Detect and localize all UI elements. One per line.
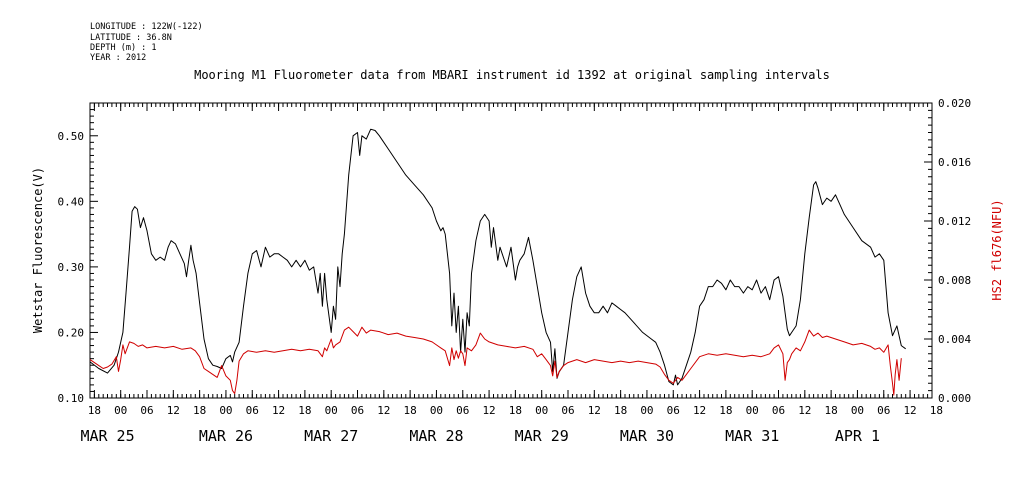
x-tick-label: 06	[877, 404, 890, 417]
x-tick-label: 18	[298, 404, 311, 417]
x-date-label: MAR 26	[199, 427, 253, 445]
y2-tick-label: 0.020	[938, 97, 971, 110]
x-tick-label: 18	[509, 404, 522, 417]
y-tick-label: 0.50	[58, 130, 85, 143]
x-tick-label: 00	[430, 404, 443, 417]
y-tick-label: 0.40	[58, 195, 85, 208]
y-tick-label: 0.20	[58, 326, 85, 339]
x-tick-label: 18	[404, 404, 417, 417]
x-tick-label: 12	[588, 404, 601, 417]
y2-tick-label: 0.008	[938, 274, 971, 287]
series-line-hs2-fl676	[89, 326, 902, 396]
y-tick-label: 0.10	[58, 392, 85, 405]
y2-tick-label: 0.016	[938, 156, 971, 169]
x-tick-label: 06	[667, 404, 680, 417]
x-axis-ticks: 18 00 06 12 18 00 06 12 18 00 06 12 18 00 06 12 18 00 06 12…	[80, 103, 943, 445]
x-tick-label: 12	[798, 404, 811, 417]
y-axis-ticks: 0.10 0.20 0.30 0.40 0.50	[58, 102, 98, 405]
x-tick-label: 18	[719, 404, 732, 417]
y2-axis-label: HS2 fl676(NFU)	[990, 199, 1004, 300]
header-latitude: LATITUDE : 36.8N	[90, 33, 172, 43]
x-date-label: MAR 25	[80, 427, 134, 445]
header-year: YEAR : 2012	[90, 53, 146, 63]
x-tick-label: 12	[377, 404, 390, 417]
x-tick-label: 00	[746, 404, 759, 417]
x-tick-label: 06	[246, 404, 259, 417]
x-tick-label: 06	[561, 404, 574, 417]
y-tick-label: 0.30	[58, 261, 85, 274]
y2-tick-label: 0.004	[938, 333, 971, 346]
x-tick-label: 06	[351, 404, 364, 417]
header-depth: DEPTH (m) : 1	[90, 43, 157, 53]
header-longitude: LONGITUDE : 122W(-122)	[90, 22, 203, 32]
x-tick-label: 00	[219, 404, 232, 417]
y2-tick-label: 0.012	[938, 215, 971, 228]
series-group	[89, 128, 906, 396]
x-date-label: MAR 29	[515, 427, 569, 445]
x-tick-label: 00	[114, 404, 127, 417]
x-tick-label: 12	[903, 404, 916, 417]
x-tick-label: 18	[193, 404, 206, 417]
x-tick-label: 18	[88, 404, 101, 417]
series-line-wetstar	[89, 128, 906, 386]
x-date-label: MAR 28	[409, 427, 463, 445]
x-tick-label: 06	[140, 404, 153, 417]
x-tick-label: 00	[535, 404, 548, 417]
x-tick-label: 06	[456, 404, 469, 417]
x-tick-label: 12	[167, 404, 180, 417]
chart-title: Mooring M1 Fluorometer data from MBARI i…	[194, 68, 830, 82]
x-date-label: MAR 30	[620, 427, 674, 445]
x-date-label: MAR 31	[725, 427, 779, 445]
x-tick-label: 12	[482, 404, 495, 417]
x-tick-label: 18	[930, 404, 943, 417]
y-axis-label: Wetstar Fluorescence(V)	[31, 167, 45, 333]
x-date-label: MAR 27	[304, 427, 358, 445]
y2-tick-label: 0.000	[938, 392, 971, 405]
x-tick-label: 18	[825, 404, 838, 417]
x-tick-label: 00	[851, 404, 864, 417]
x-tick-label: 18	[614, 404, 627, 417]
x-date-label: APR 1	[835, 427, 880, 445]
x-tick-label: 00	[640, 404, 653, 417]
x-tick-label: 12	[272, 404, 285, 417]
x-tick-label: 12	[693, 404, 706, 417]
y2-axis-ticks: 0.000 0.004 0.008 0.012 0.016 0.020	[924, 97, 971, 405]
x-tick-label: 00	[325, 404, 338, 417]
x-tick-label: 06	[772, 404, 785, 417]
